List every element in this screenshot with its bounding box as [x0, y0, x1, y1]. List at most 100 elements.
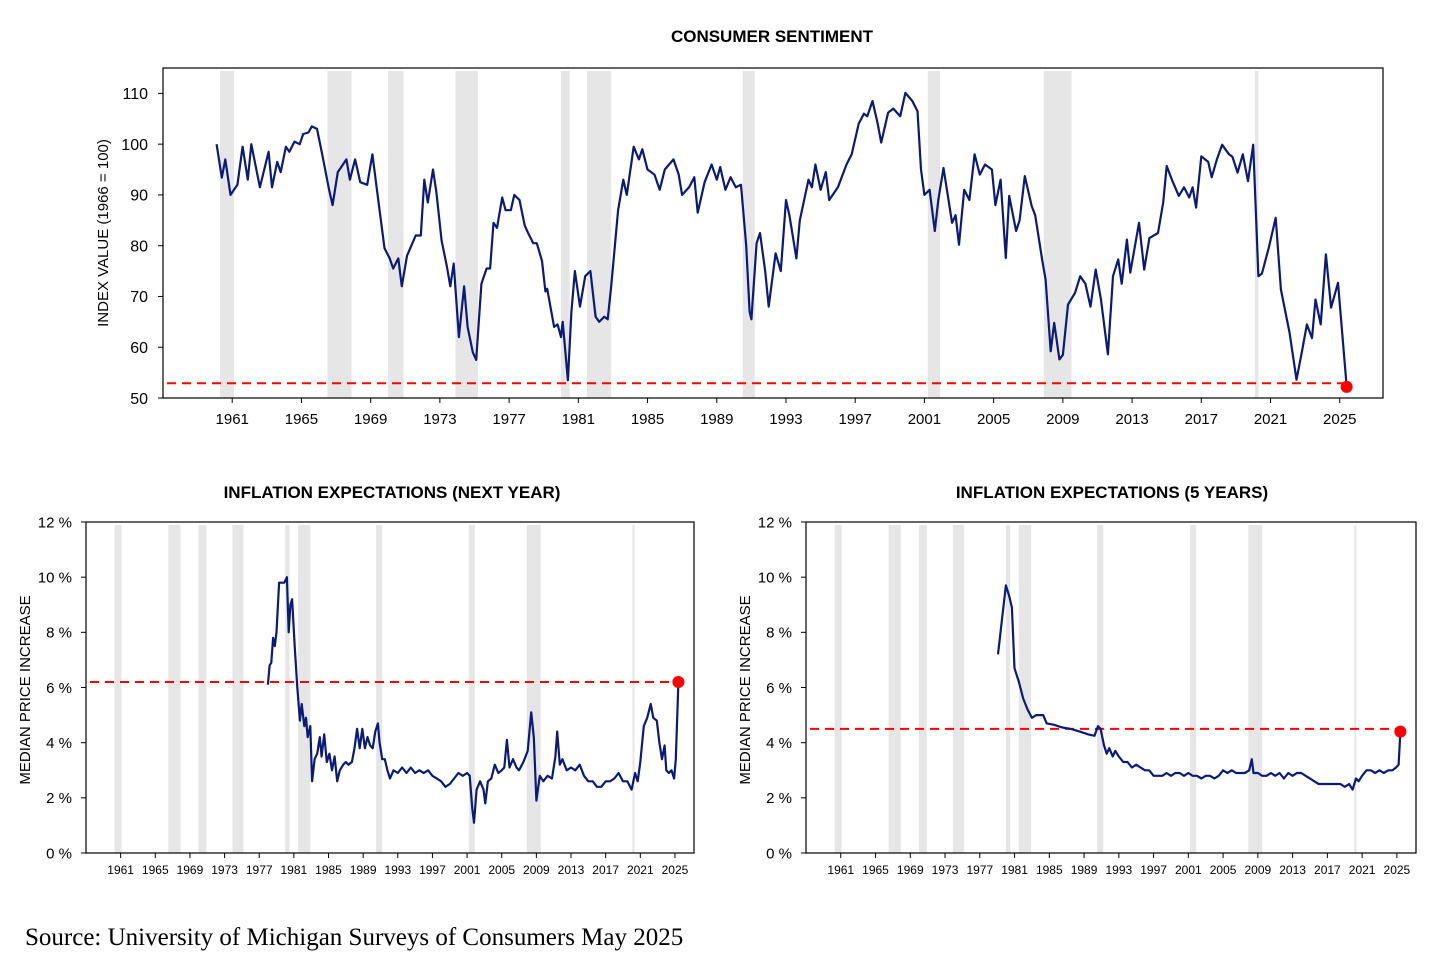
x-tick-label: 2025: [662, 863, 689, 877]
recession-band: [561, 71, 570, 398]
recession-band: [927, 71, 940, 398]
recession-band: [455, 71, 478, 398]
chart-title: INFLATION EXPECTATIONS (5 YEARS): [956, 483, 1268, 502]
x-tick-label: 2017: [592, 863, 619, 877]
x-tick-label: 2009: [1046, 411, 1079, 428]
chart-title: CONSUMER SENTIMENT: [671, 27, 874, 46]
recession-band: [114, 525, 122, 853]
x-tick-label: 2025: [1384, 863, 1411, 877]
x-tick-label: 2013: [1279, 863, 1306, 877]
y-tick-label: 60: [130, 340, 148, 357]
y-tick-label: 10 %: [758, 570, 792, 587]
x-tick-label: 1961: [827, 863, 854, 877]
recession-band: [888, 525, 901, 853]
y-tick-label: 2 %: [46, 790, 72, 807]
recession-band: [1354, 525, 1357, 853]
x-tick-label: 1961: [216, 411, 249, 428]
y-tick-label: 12 %: [38, 514, 72, 531]
series-line: [996, 584, 1402, 791]
recession-band: [1190, 525, 1197, 853]
latest-data-point: [1340, 380, 1353, 393]
x-tick-label: 1977: [492, 411, 525, 428]
x-tick-label: 2017: [1314, 863, 1341, 877]
recession-band: [1097, 525, 1104, 853]
recession-band: [168, 525, 181, 853]
x-tick-label: 2005: [1210, 863, 1237, 877]
series-line: [215, 91, 1348, 387]
recession-band: [918, 525, 927, 853]
recession-band: [1005, 525, 1011, 853]
consumer-sentiment-chart: CONSUMER SENTIMENT INDEX VALUE (1966 = 1…: [95, 27, 1384, 428]
x-tick-label: 1997: [1140, 863, 1167, 877]
recession-band: [468, 525, 475, 853]
recession-band: [220, 71, 234, 398]
x-tick-label: 1961: [107, 863, 134, 877]
x-tick-label: 1977: [966, 863, 993, 877]
y-axis-label: MEDIAN PRICE INCREASE: [17, 595, 34, 784]
y-tick-label: 4 %: [46, 735, 72, 752]
recession-band: [1018, 525, 1032, 853]
y-tick-label: 110: [122, 86, 148, 103]
x-tick-label: 2025: [1323, 411, 1356, 428]
x-tick-label: 1973: [932, 863, 959, 877]
inflation-next-year-chart: INFLATION EXPECTATIONS (NEXT YEAR) MEDIA…: [17, 483, 695, 877]
x-tick-label: 1977: [246, 863, 273, 877]
recession-band: [298, 525, 311, 853]
x-tick-label: 2001: [454, 863, 481, 877]
recession-band: [632, 525, 635, 853]
x-tick-label: 2005: [488, 863, 515, 877]
x-tick-label: 1969: [177, 863, 204, 877]
x-tick-label: 1993: [1105, 863, 1132, 877]
x-tick-label: 2021: [1349, 863, 1376, 877]
y-tick-label: 8 %: [46, 625, 72, 642]
x-tick-label: 1993: [384, 863, 411, 877]
y-tick-label: 0 %: [766, 845, 792, 862]
y-tick-label: 70: [130, 289, 148, 306]
recession-band: [586, 71, 612, 398]
recession-band: [327, 71, 352, 398]
y-tick-label: 2 %: [766, 790, 792, 807]
x-tick-label: 1969: [354, 411, 387, 428]
y-tick-label: 12 %: [758, 514, 792, 531]
y-tick-label: 90: [130, 188, 148, 205]
y-tick-label: 6 %: [46, 680, 72, 697]
source-note: Source: University of Michigan Surveys o…: [25, 924, 684, 951]
y-axis-label: INDEX VALUE (1966 = 100): [95, 139, 112, 327]
x-tick-label: 2001: [908, 411, 941, 428]
x-tick-label: 1997: [419, 863, 446, 877]
x-tick-label: 1993: [769, 411, 802, 428]
latest-data-point: [1394, 725, 1407, 738]
y-tick-label: 6 %: [766, 680, 792, 697]
x-tick-label: 2017: [1185, 411, 1218, 428]
recession-band: [198, 525, 207, 853]
x-tick-label: 1981: [281, 863, 308, 877]
recession-band: [285, 525, 290, 853]
x-tick-label: 2021: [627, 863, 654, 877]
y-tick-label: 80: [130, 238, 148, 255]
plot-frame: [162, 67, 1384, 399]
x-tick-label: 1985: [631, 411, 664, 428]
x-tick-label: 2001: [1175, 863, 1202, 877]
x-tick-label: 2021: [1254, 411, 1287, 428]
x-tick-label: 1997: [839, 411, 872, 428]
y-tick-label: 50: [130, 391, 148, 408]
x-tick-label: 1969: [897, 863, 924, 877]
y-tick-label: 0 %: [46, 845, 72, 862]
x-tick-label: 2005: [977, 411, 1010, 428]
x-tick-label: 1965: [142, 863, 169, 877]
x-tick-label: 2009: [523, 863, 550, 877]
x-tick-label: 1973: [423, 411, 456, 428]
x-tick-label: 1989: [1071, 863, 1098, 877]
latest-data-point: [672, 675, 685, 688]
y-tick-label: 4 %: [766, 735, 792, 752]
chart-title: INFLATION EXPECTATIONS (NEXT YEAR): [224, 483, 561, 502]
x-tick-label: 2009: [1245, 863, 1272, 877]
x-tick-label: 1985: [1036, 863, 1063, 877]
y-tick-label: 10 %: [38, 570, 72, 587]
recession-band: [387, 71, 404, 398]
x-tick-label: 1965: [862, 863, 889, 877]
y-tick-label: 100: [121, 137, 148, 154]
recession-band: [232, 525, 244, 853]
series-line: [266, 576, 680, 824]
